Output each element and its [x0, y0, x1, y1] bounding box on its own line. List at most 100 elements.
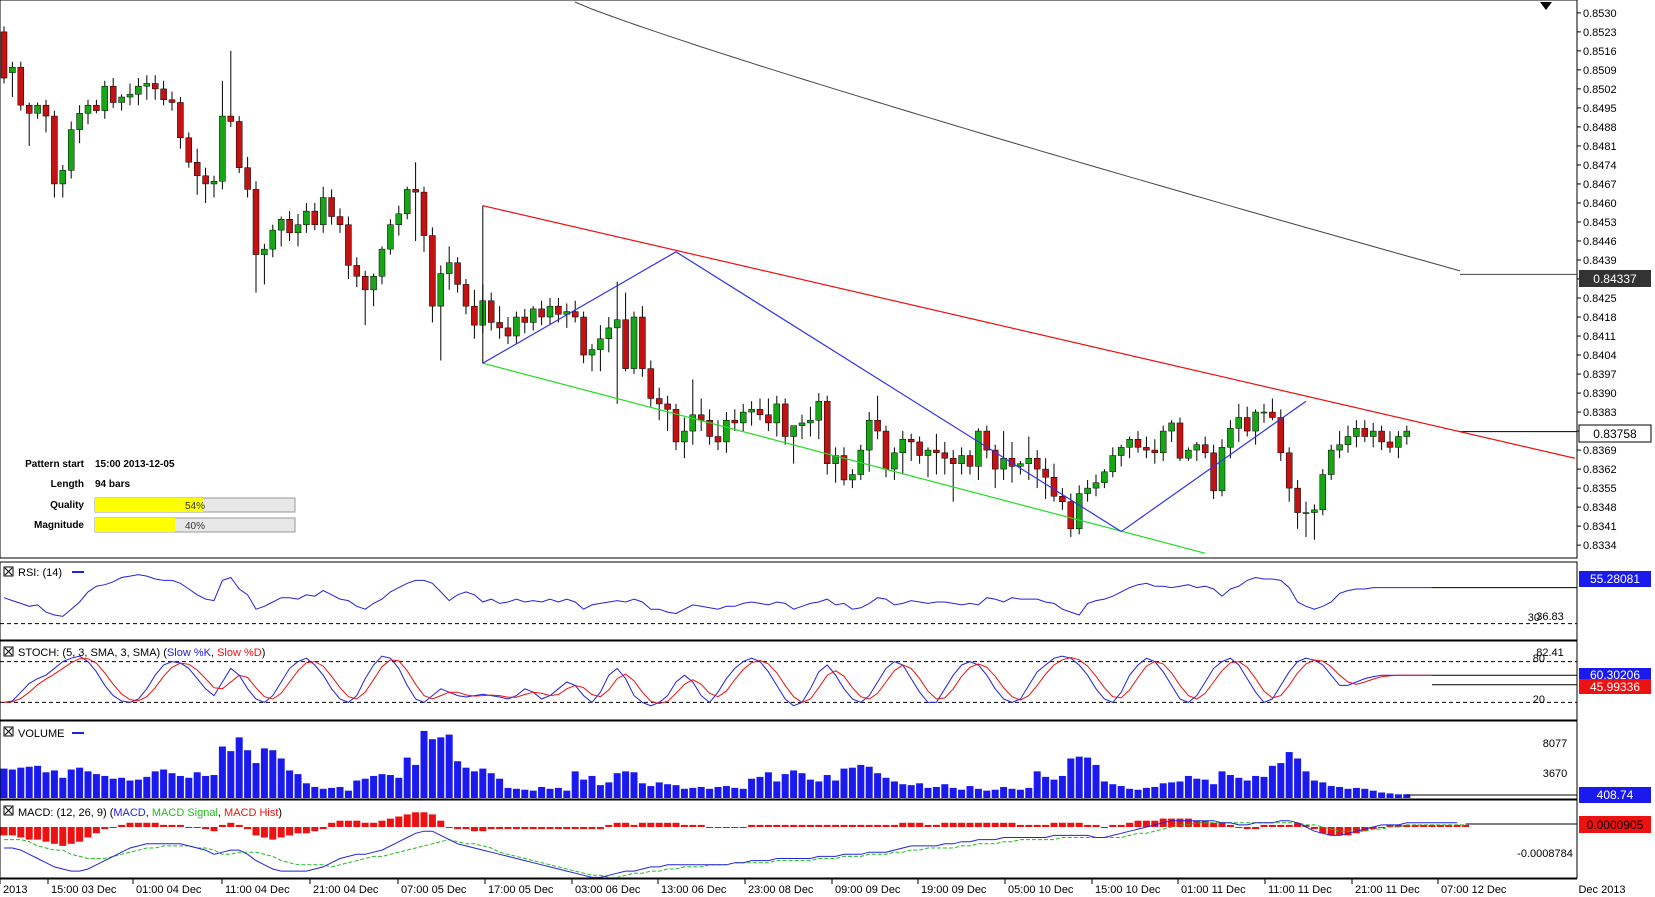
candle-body [84, 104, 92, 114]
volume-bar [731, 787, 739, 798]
macd-hist-bar [437, 820, 445, 827]
candle-body [622, 319, 629, 369]
volume-bar [227, 751, 235, 798]
volume-bar [1100, 781, 1108, 798]
candle-body [723, 419, 730, 443]
volume-bar [496, 778, 504, 798]
candle-body [1378, 430, 1385, 443]
macd-hist-bar [412, 812, 420, 827]
macd-hist-bar [1075, 822, 1083, 827]
macd-hist-bar [1218, 822, 1226, 827]
macd-hist-bar [277, 827, 285, 838]
macd-hist-bar [1193, 820, 1201, 827]
candle-body [387, 224, 394, 250]
price-tick-label: 0.8516 [1583, 46, 1617, 58]
macd-hist-bar [756, 824, 764, 827]
ma-value: 0.84337 [1593, 272, 1637, 286]
candle-body [899, 438, 907, 454]
macd-hist-bar [1008, 822, 1016, 827]
volume-bar [193, 772, 201, 798]
macd-hist-bar [764, 824, 772, 827]
price-tick-label: 0.8390 [1583, 388, 1617, 400]
volume-bar [630, 772, 638, 798]
candle-body [1227, 428, 1234, 448]
candle-body [227, 115, 235, 122]
volume-bar [1075, 756, 1083, 798]
time-axis-label: 01:00 04 Dec [136, 884, 202, 896]
candle-body [277, 219, 285, 231]
candle-body [513, 316, 520, 337]
macd-hist-bar [613, 822, 621, 827]
volume-bar [874, 773, 882, 798]
candle-body [168, 99, 176, 103]
candle-body [1025, 457, 1033, 464]
candle-body [1117, 447, 1125, 456]
candle-body [655, 398, 663, 405]
candle-body [311, 210, 319, 225]
macd-hist-bar [151, 822, 159, 827]
volume-bar [899, 784, 907, 798]
volume-bar [277, 758, 285, 798]
volume-bar [790, 770, 798, 798]
price-tick-label: 0.8439 [1583, 255, 1617, 267]
rsi-title: RSI: (14) [18, 567, 62, 579]
macd-hist-bar [1126, 822, 1134, 827]
price-tick-label: 0.8397 [1583, 369, 1617, 381]
time-axis-label: Dec 2013 [1578, 884, 1625, 896]
candle-body [815, 400, 823, 421]
macd-hist-bar [1336, 827, 1344, 836]
candle-body [67, 129, 75, 171]
time-axis-label: 15:00 03 Dec [51, 884, 117, 896]
volume-bars [0, 730, 1577, 798]
candle-body [1319, 474, 1327, 511]
pattern-start-value: 15:00 2013-12-05 [95, 459, 175, 470]
volume-bar [294, 774, 302, 798]
candle-body [765, 414, 772, 424]
macd-hist-bar [1319, 827, 1327, 834]
macd-hist-bar [1277, 824, 1285, 827]
macd-hist-bar [454, 827, 462, 830]
macd-series [0, 812, 1577, 878]
candle-body [1210, 452, 1217, 492]
macd-hist-bar [1176, 818, 1184, 827]
scroll-arrow-icon[interactable] [1540, 2, 1552, 10]
candle-body [949, 457, 957, 464]
macd-hist-bar [1411, 824, 1419, 827]
macd-hist-bar [949, 822, 957, 827]
candle-body [1218, 447, 1226, 492]
volume-bar [470, 771, 478, 798]
volume-bar [1159, 783, 1167, 798]
macd-hist-bar [974, 822, 982, 827]
volume-bar [1218, 771, 1226, 798]
macd-hist-bar [1000, 822, 1008, 827]
candle-body [605, 327, 613, 339]
candle-body [429, 235, 436, 307]
price-tick-label: 0.8460 [1583, 198, 1617, 210]
macd-value: 0.0000905 [1587, 818, 1644, 832]
macd-hist-bar [983, 822, 991, 827]
volume-title: VOLUME [18, 728, 64, 740]
candle-body [706, 419, 713, 437]
volume-bar [664, 784, 672, 798]
macd-hist-bar [680, 824, 688, 827]
candle-body [672, 409, 680, 443]
candle-body [1269, 411, 1276, 418]
stoch-lines [0, 655, 1577, 707]
volume-bar [92, 774, 100, 798]
macd-hist-bar [1294, 822, 1302, 827]
volume-bar [1327, 786, 1335, 798]
volume-bar [1336, 786, 1344, 798]
volume-bar [176, 775, 184, 798]
macd-hist-bar [353, 820, 361, 827]
macd-hist-bar [1243, 827, 1251, 830]
volume-bar [1361, 788, 1369, 798]
macd-hist-bar [1050, 822, 1058, 827]
macd-hist-bar [479, 827, 487, 832]
quality-label: Quality [50, 500, 84, 511]
volume-bar [798, 773, 806, 798]
candle-body [983, 430, 991, 451]
candle-body [496, 322, 503, 329]
candle-body [1050, 476, 1058, 497]
volume-bar [1042, 776, 1050, 798]
